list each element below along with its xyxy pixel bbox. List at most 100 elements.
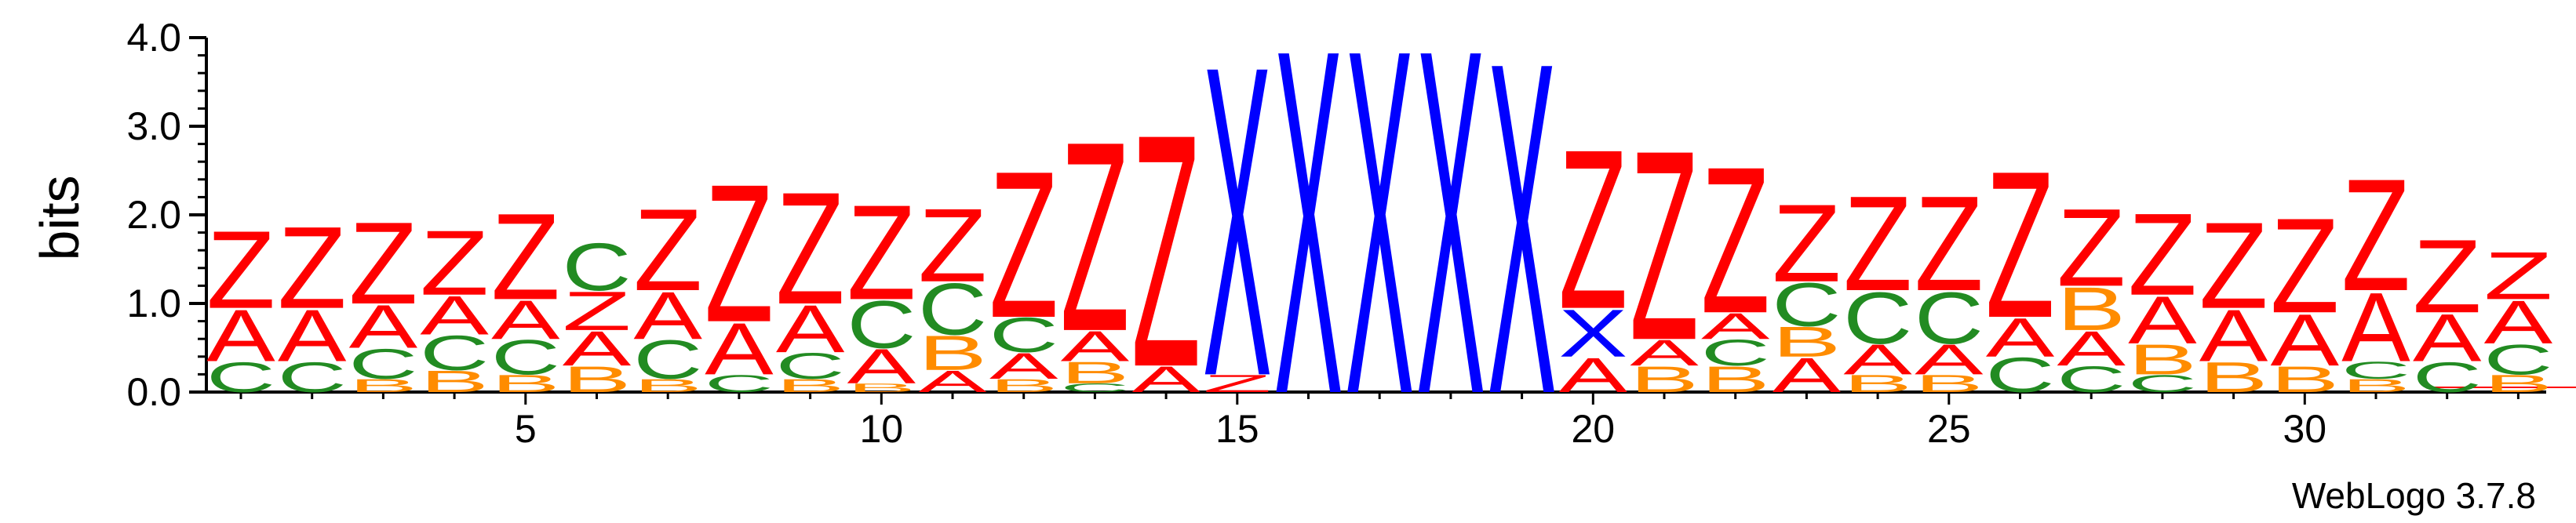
logo-letter-z: Z [633, 185, 702, 316]
logo-letter-a: A [2413, 300, 2482, 376]
logo-letter-b: B [776, 376, 845, 396]
logo-letter-b: B [1630, 358, 1699, 400]
logo-letter-a: A [1701, 306, 1770, 347]
logo-letter-z: Z [1060, 86, 1129, 388]
logo-letter-z: Z [2270, 190, 2339, 341]
logo-letter-c: C [2483, 336, 2552, 384]
logo-letter-a: A [349, 292, 418, 361]
logo-letter-a: A [1559, 347, 1628, 402]
logo-letter-a: A [705, 308, 774, 390]
logo-letter-b: B [563, 358, 632, 400]
logo-letter-a: A [989, 346, 1058, 387]
logo-letter-z: Z [206, 209, 275, 332]
logo-letter-c: C [206, 354, 275, 402]
logo-letter-c: C [1060, 381, 1129, 395]
logo-letter-a: A [2271, 300, 2340, 382]
x-tick-label: 10 [859, 407, 903, 451]
y-tick-label: 2.0 [126, 193, 181, 237]
logo-letter-c: C [420, 325, 489, 381]
logo-letter-a: A [2341, 273, 2410, 383]
logo-letter-z: Z [1772, 182, 1841, 305]
logo-letter-z: Z [918, 187, 987, 304]
logo-letter-c: C [1915, 277, 1984, 360]
logo-letter-b: B [2483, 370, 2552, 398]
y-axis-label: bits [29, 176, 90, 261]
logo-letter-z: Z [1986, 129, 2055, 361]
logo-letter-z: Z [847, 176, 916, 328]
logo-letter-x: X [1274, 0, 1343, 497]
logo-letter-z: Z [1131, 66, 1201, 437]
logo-letter-z: Z [348, 198, 417, 329]
logo-letter-b: B [1060, 355, 1129, 390]
logo-letter-b: B [633, 376, 702, 396]
logo-letter-c: C [563, 229, 632, 304]
logo-letter-z: Z [1843, 168, 1912, 319]
logo-letter-c: C [918, 268, 987, 351]
logo-letter-x: X [1345, 0, 1414, 497]
logo-letter-z: Z [776, 159, 845, 338]
logo-letter-z: Z [278, 202, 347, 333]
logo-letter-a: A [1986, 307, 2055, 369]
logo-letter-b: B [918, 325, 987, 381]
logo-letter-b: B [420, 365, 489, 399]
logo-letter-a: A [206, 295, 275, 377]
y-tick-label: 4.0 [126, 16, 181, 60]
y-tick-label: 0.0 [126, 370, 181, 414]
logo-letter-a: A [1843, 336, 1912, 383]
logo-letter-x: X [1488, 0, 1557, 492]
logo-letter-b: B [2270, 358, 2339, 400]
logo-letter-z: Z [705, 144, 774, 364]
logo-letter-b: B [491, 370, 560, 398]
logo-letter-z: Z [2483, 238, 2552, 314]
logo-letter-b: B [2128, 336, 2197, 383]
logo-letter-a: A [2199, 295, 2268, 377]
logo-letter-b: B [989, 376, 1058, 396]
logo-letter-z: Z [2128, 189, 2197, 320]
letter-stacks: CAZCAZBCAZBCAZBCAZBAZCBCAZCAZBCAZBACZABC… [206, 0, 2552, 497]
logo-letter-z: Z [1701, 124, 1770, 357]
logo-letter-c: C [2128, 369, 2197, 397]
logo-letter-c: C [633, 329, 702, 391]
logo-letter-a: A [420, 285, 489, 347]
x-tick-label: 25 [1927, 407, 1971, 451]
logo-letter-c: C [989, 307, 1058, 363]
logo-letter-a: A [2484, 288, 2553, 357]
logo-letter-b: B [2057, 274, 2126, 343]
logo-letter-a: A [918, 364, 987, 398]
logo-letter-b: B [1843, 370, 1912, 398]
logo-letter-c: C [1986, 347, 2055, 403]
logo-letter-c: C [1701, 332, 1770, 373]
y-tick-label: 1.0 [126, 281, 181, 325]
logo-letter-c: C [847, 287, 916, 362]
logo-letter-z: Z [1630, 96, 1699, 398]
logo-letter-c: C [491, 329, 560, 385]
logo-letter-x: X [1416, 0, 1485, 497]
logo-letter-a: A [2057, 321, 2126, 376]
logo-letter-z: Z [420, 211, 489, 314]
logo-letter-z: Z [1558, 102, 1627, 356]
logo-letter-c: C [278, 354, 347, 402]
logo-letter-c: C [1843, 277, 1912, 360]
x-tick-label: 30 [2283, 407, 2326, 451]
logo-letter-a: A [491, 289, 560, 350]
logo-letter-a: A [1773, 347, 1842, 402]
logo-letter-a: A [847, 339, 916, 394]
logo-letter-c: C [1772, 270, 1841, 339]
logo-letter-z: Z [563, 280, 632, 342]
logo-letter-c: C [705, 369, 774, 397]
x-ticks: 5 10 15 20 25 30 [239, 392, 2520, 451]
logo-letter-a: A [563, 321, 632, 376]
logo-letter-a: A [1915, 336, 1984, 383]
logo-letter-b: B [348, 376, 417, 396]
logo-letter-c: C [348, 340, 417, 389]
logo-letter-a: A [278, 295, 347, 377]
logo-letter-z: Z [2413, 218, 2482, 335]
logo-letter-z: Z [2341, 146, 2410, 325]
logo-letter-b: B [1772, 318, 1841, 366]
logo-letter-z: Z [491, 188, 560, 325]
x-tick-label: 15 [1215, 407, 1259, 451]
y-ticks: 0.0 1.0 2.0 3.0 4.0 [126, 16, 206, 414]
logo-letter-x: X [1203, 0, 1272, 468]
logo-letter-z: Z [2199, 197, 2268, 334]
